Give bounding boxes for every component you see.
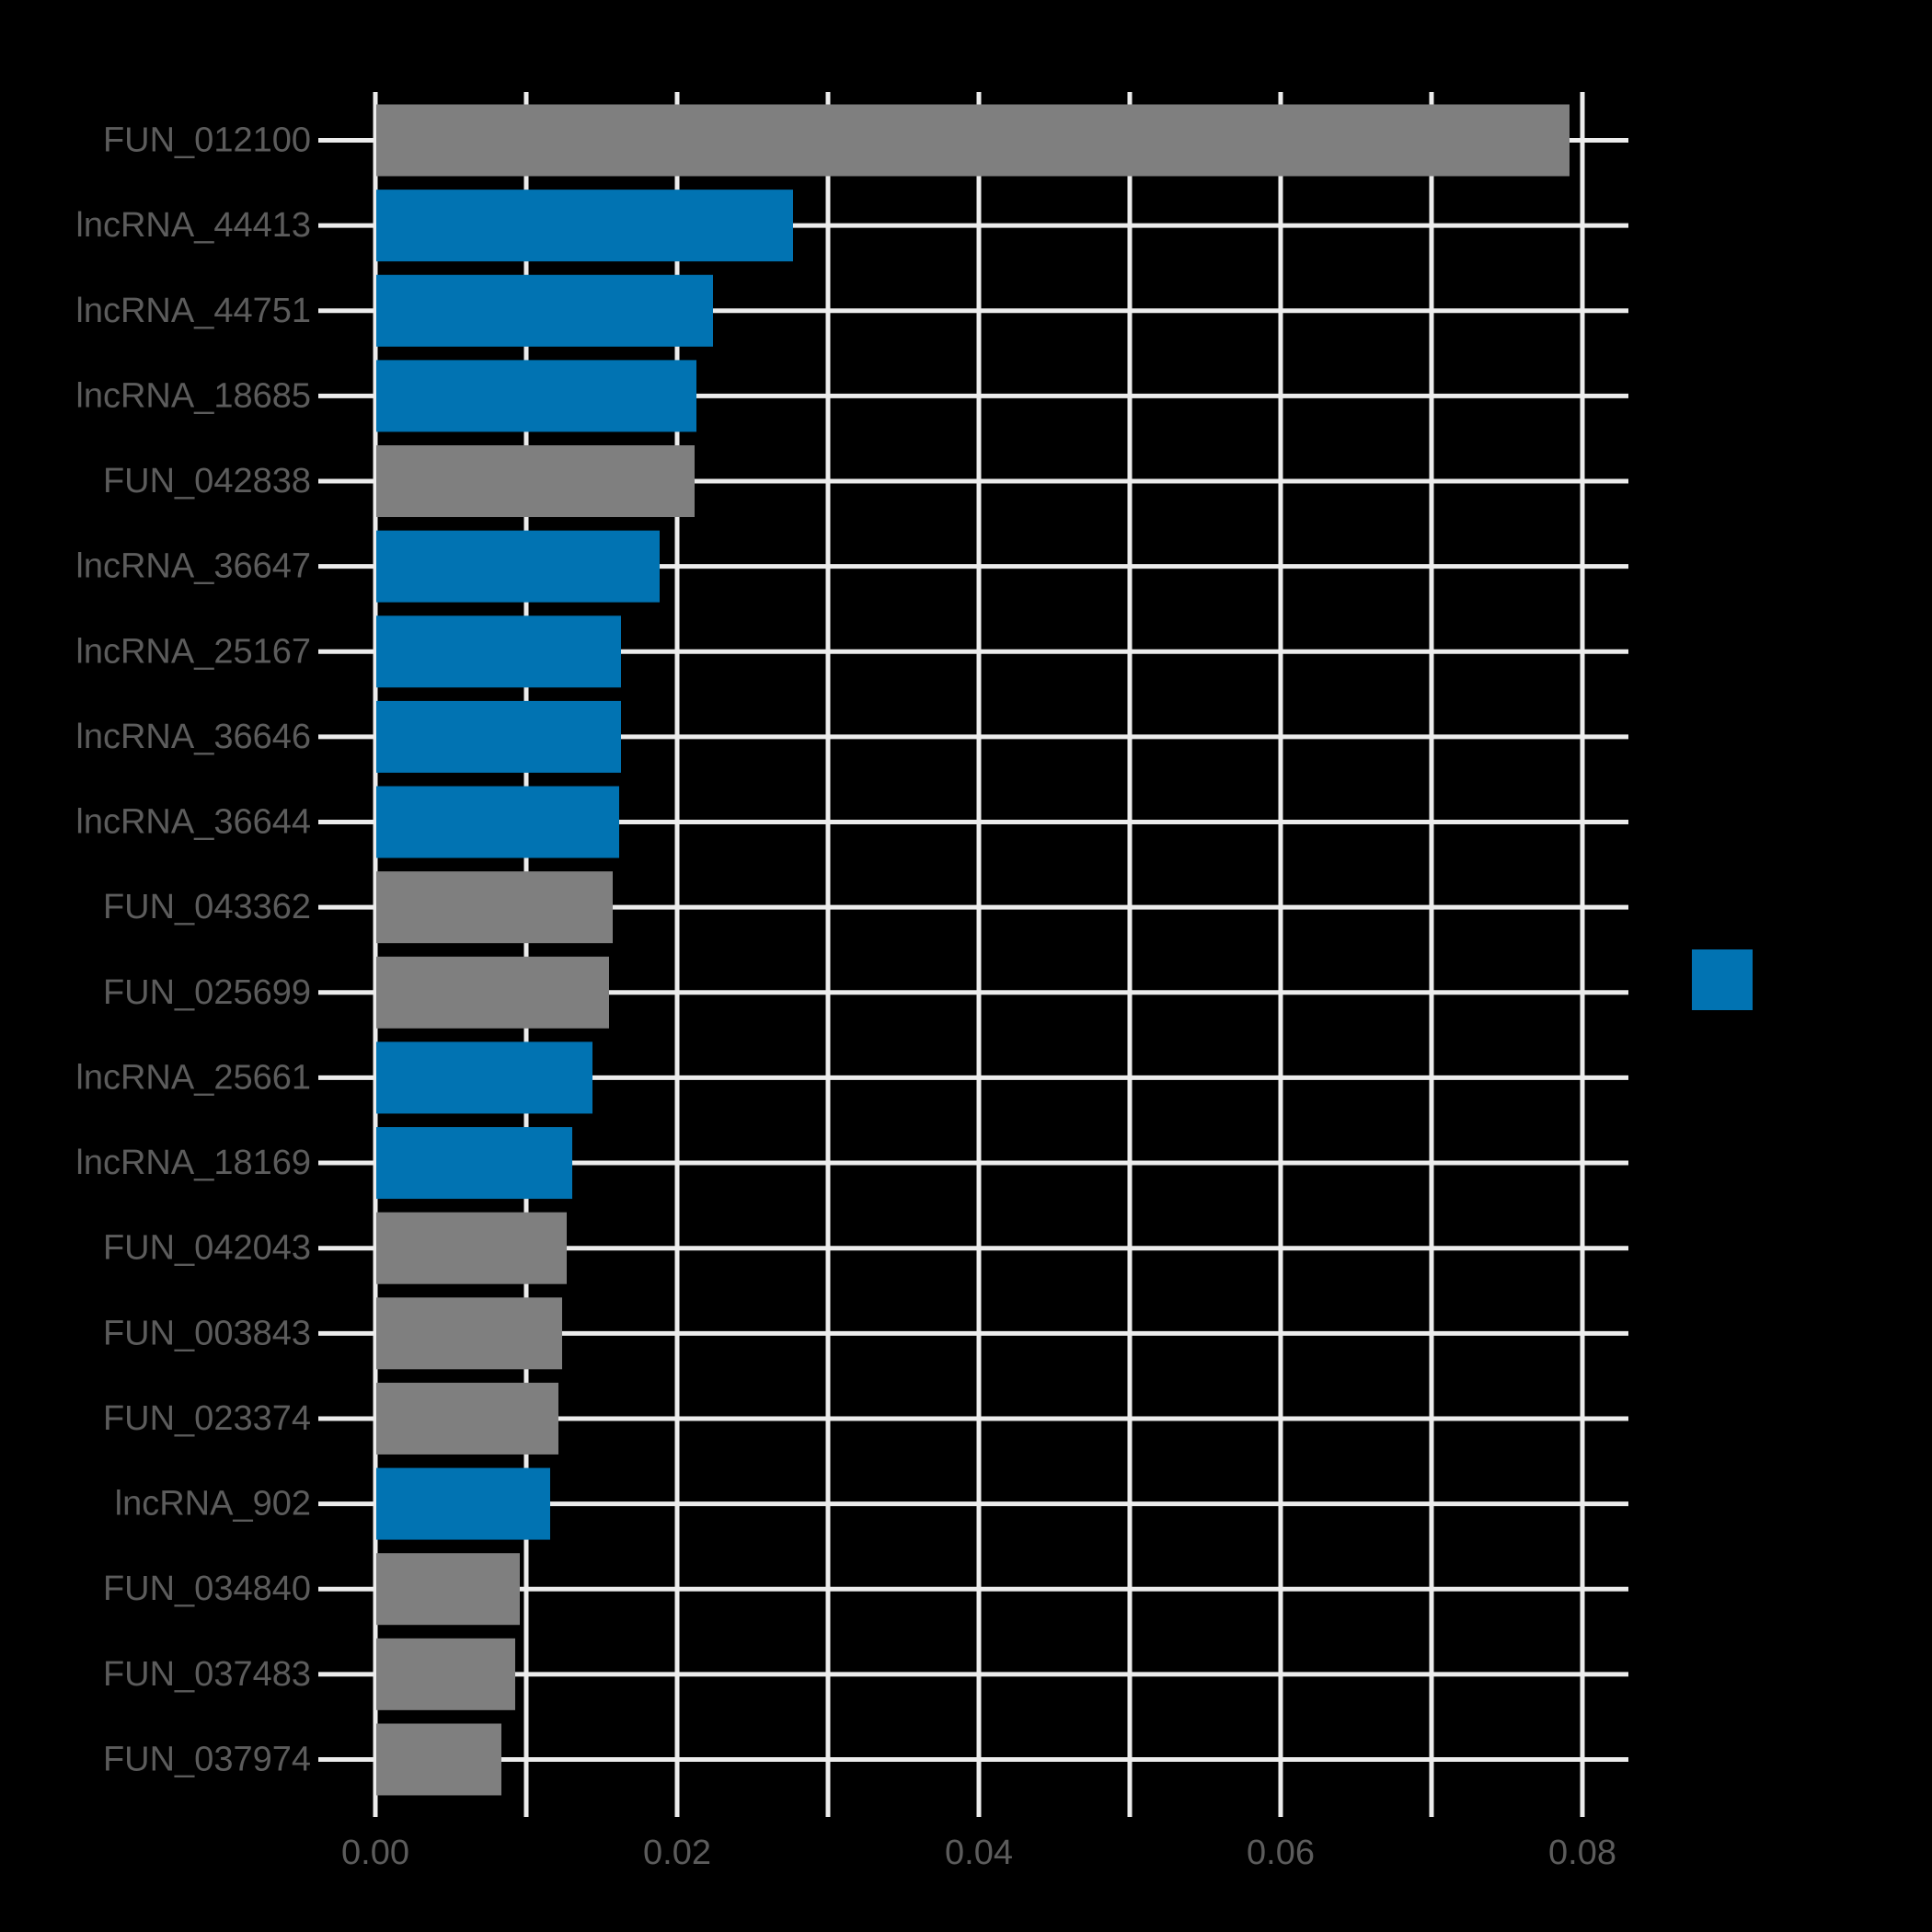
bar-FUN_003843 — [376, 1297, 562, 1370]
y-tick-label: lncRNA_44751 — [75, 292, 311, 330]
x-tick-label: 0.02 — [643, 1834, 711, 1872]
bar-FUN_037974 — [376, 1723, 501, 1796]
bar-FUN_042043 — [376, 1212, 567, 1284]
x-tick-label: 0.06 — [1247, 1834, 1315, 1872]
y-tick-label: FUN_034840 — [103, 1570, 311, 1608]
y-tick-label: FUN_003843 — [103, 1314, 311, 1352]
bar-lncRNA_36644 — [376, 786, 619, 858]
y-tick-label: FUN_023374 — [103, 1399, 311, 1438]
y-tick-label: lncRNA_18685 — [75, 376, 311, 415]
y-tick-label: lncRNA_18169 — [75, 1144, 311, 1182]
bar-lncRNA_18169 — [376, 1127, 572, 1200]
y-tick-label: FUN_037483 — [103, 1655, 311, 1694]
bar-FUN_012100 — [376, 104, 1570, 177]
y-tick-label: FUN_042043 — [103, 1229, 311, 1268]
bar-lncRNA_44751 — [376, 274, 713, 347]
bar-FUN_023374 — [376, 1382, 558, 1455]
bar-FUN_025699 — [376, 956, 609, 1029]
y-tick-label: FUN_037974 — [103, 1740, 311, 1778]
y-tick-label: FUN_043362 — [103, 888, 311, 926]
bar-lncRNA_25167 — [376, 615, 621, 688]
y-tick-label: lncRNA_902 — [115, 1485, 311, 1524]
bar-FUN_037483 — [376, 1638, 515, 1710]
y-tick-label: lncRNA_25167 — [75, 632, 311, 671]
y-tick-label: lncRNA_36647 — [75, 547, 311, 586]
y-tick-label: lncRNA_25661 — [75, 1058, 311, 1097]
y-tick-label: FUN_025699 — [103, 973, 311, 1012]
x-tick-label: 0.04 — [945, 1834, 1013, 1872]
bar-lncRNA_18685 — [376, 360, 696, 432]
y-tick-label: FUN_042838 — [103, 462, 311, 500]
bar-FUN_042838 — [376, 445, 695, 518]
x-tick-label: 0.08 — [1548, 1834, 1616, 1872]
bar-lncRNA_25661 — [376, 1041, 592, 1114]
bar-lncRNA_902 — [376, 1467, 550, 1540]
bar-lncRNA_36647 — [376, 530, 660, 603]
legend-swatch — [1692, 949, 1753, 1010]
bar-lncRNA_36646 — [376, 700, 621, 773]
y-tick-label: lncRNA_44413 — [75, 206, 311, 245]
y-tick-label: lncRNA_36646 — [75, 718, 311, 756]
x-tick-label: 0.00 — [341, 1834, 409, 1872]
bar-lncRNA_44413 — [376, 190, 793, 262]
bar-FUN_043362 — [376, 871, 613, 944]
bar-FUN_034840 — [376, 1553, 520, 1626]
y-tick-label: lncRNA_36644 — [75, 803, 311, 842]
y-tick-label: FUN_012100 — [103, 121, 311, 160]
